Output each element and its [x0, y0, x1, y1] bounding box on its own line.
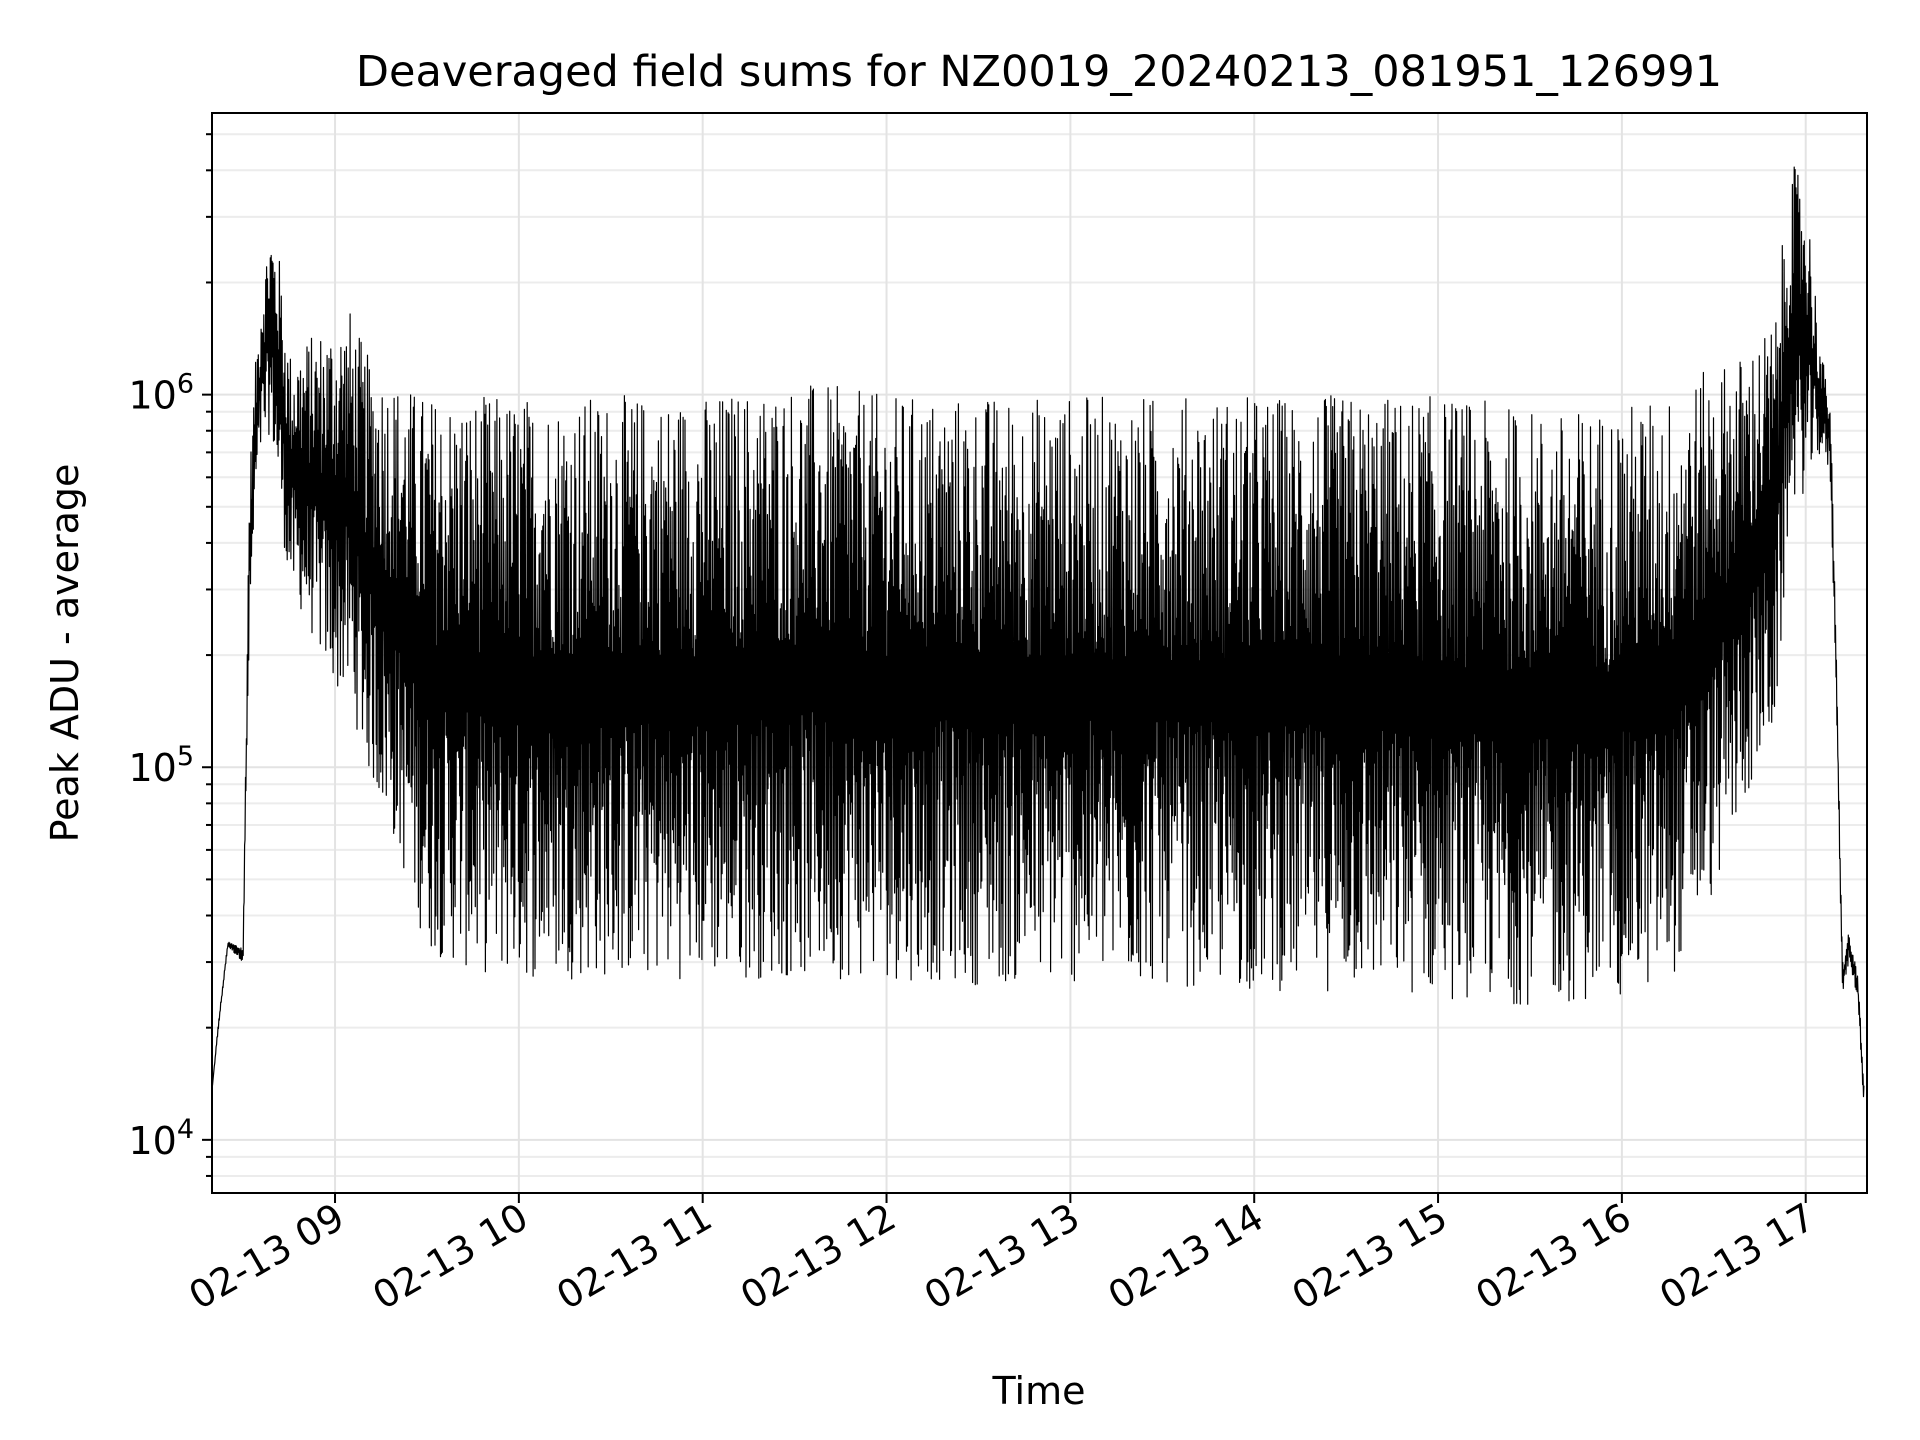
- series-line: [211, 166, 1865, 1098]
- y-axis: 104 105 106: [128, 133, 212, 1177]
- chart-title: Deaveraged field sums for NZ0019_2024021…: [356, 47, 1722, 97]
- x-axis-label: Time: [992, 1369, 1086, 1413]
- data-layer: [211, 166, 1865, 1098]
- y-tick-label: 104: [128, 1114, 194, 1163]
- y-tick-label: 105: [128, 741, 194, 790]
- plot-frame: [211, 112, 1868, 1194]
- y-tick-label: 106: [128, 369, 194, 418]
- y-axis-label: Peak ADU - average: [43, 464, 87, 843]
